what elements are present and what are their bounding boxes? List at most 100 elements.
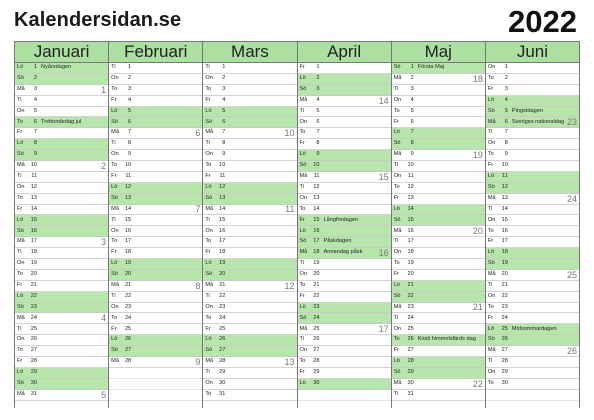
day-row[interactable]: Ti 3 [391, 85, 485, 96]
day-row[interactable]: On 12 [15, 183, 109, 194]
day-row[interactable]: Ti 8 [109, 139, 203, 151]
day-row[interactable]: On 13 [297, 194, 391, 205]
day-row[interactable]: Må 25 17 [297, 324, 391, 336]
day-row[interactable]: On 11 [391, 172, 485, 183]
day-row[interactable]: On 16 [203, 226, 297, 238]
day-row[interactable]: Fr 20 [391, 270, 485, 281]
day-row[interactable]: Sö 27 [203, 346, 297, 358]
day-row[interactable]: Sö 13 [109, 193, 203, 205]
day-row[interactable]: Sö 22 [391, 291, 485, 303]
day-row[interactable]: To 3 [109, 85, 203, 96]
day-row[interactable]: Må 6 Sveriges nationaldag 23 [485, 117, 580, 129]
day-row[interactable]: Sö 1 Första Maj [391, 63, 485, 74]
day-row[interactable]: Ti 31 [391, 390, 485, 401]
day-row[interactable]: On 30 [203, 379, 297, 390]
day-row[interactable]: On 22 [485, 292, 580, 303]
day-row[interactable]: On 23 [109, 303, 203, 314]
day-row[interactable]: To 2 [485, 74, 580, 85]
day-row[interactable]: Må 7 10 [203, 128, 297, 140]
day-row[interactable]: To 3 [203, 85, 297, 96]
day-row[interactable]: Lö 16 [297, 226, 391, 238]
day-row[interactable]: On 27 [297, 346, 391, 358]
day-row[interactable]: Lö 9 [297, 150, 391, 162]
day-row[interactable]: Ti 18 [15, 248, 109, 260]
day-row[interactable]: Fr 1 [297, 63, 391, 74]
day-row[interactable]: Fr 11 [203, 172, 297, 183]
day-row[interactable]: Lö 4 [485, 95, 580, 107]
day-row[interactable]: Lö 19 [109, 259, 203, 270]
day-row[interactable]: On 8 [485, 139, 580, 151]
day-row[interactable]: On 23 [203, 303, 297, 314]
day-row[interactable]: Må 27 26 [485, 346, 580, 358]
day-row[interactable]: Må 23 21 [391, 303, 485, 314]
day-row[interactable]: Lö 21 [391, 280, 485, 292]
day-row[interactable]: Lö 2 [297, 73, 391, 85]
day-row[interactable]: Sö 30 [15, 378, 109, 390]
day-row[interactable]: Lö 26 [109, 335, 203, 347]
day-row[interactable]: Ti 1 [203, 63, 297, 74]
day-row[interactable]: Lö 18 [485, 248, 580, 260]
day-row[interactable]: Ti 11 [15, 172, 109, 183]
day-row[interactable]: Må 3 1 [15, 85, 109, 96]
day-row[interactable]: Fr 6 [391, 117, 485, 129]
day-row[interactable]: Fr 4 [109, 96, 203, 107]
day-row[interactable]: Fr 15 Långfredagen [297, 215, 391, 227]
day-row[interactable]: Ti 14 [485, 205, 580, 216]
day-row[interactable]: Fr 18 [203, 248, 297, 260]
day-row[interactable]: Lö 25 Midsommardagen [485, 324, 580, 336]
day-row[interactable]: Må 31 5 [15, 390, 109, 401]
day-row[interactable]: Fr 11 [109, 172, 203, 183]
day-row[interactable]: Ti 15 [203, 215, 297, 227]
day-row[interactable]: To 24 [203, 313, 297, 325]
day-row[interactable]: Fr 4 [203, 96, 297, 107]
day-row[interactable]: Fr 10 [485, 161, 580, 172]
day-row[interactable]: Må 20 25 [485, 270, 580, 281]
day-row[interactable]: To 12 [391, 183, 485, 194]
day-row[interactable]: Lö 8 [15, 139, 109, 151]
day-row[interactable]: Fr 24 [485, 313, 580, 325]
day-row[interactable]: On 26 [15, 335, 109, 347]
day-row[interactable]: On 15 [485, 215, 580, 227]
day-row[interactable]: Lö 23 [297, 302, 391, 314]
day-row[interactable]: To 28 [297, 357, 391, 368]
day-row[interactable]: On 9 [203, 150, 297, 162]
day-row[interactable]: Sö 23 [15, 302, 109, 314]
day-row[interactable]: Lö 15 [15, 215, 109, 227]
day-row[interactable]: Må 11 15 [297, 172, 391, 183]
day-row[interactable]: Ti 28 [485, 357, 580, 368]
day-row[interactable]: On 5 [15, 107, 109, 118]
day-row[interactable]: Må 14 11 [203, 205, 297, 216]
day-row[interactable]: Fr 18 [109, 248, 203, 260]
day-row[interactable]: Ti 1 [109, 63, 203, 74]
day-row[interactable]: Sö 29 [391, 367, 485, 379]
day-row[interactable]: Ti 4 [15, 96, 109, 107]
day-row[interactable]: Sö 6 [203, 117, 297, 129]
day-row[interactable]: Fr 29 [297, 368, 391, 379]
day-row[interactable]: Fr 13 [391, 194, 485, 205]
day-row[interactable]: Sö 3 [297, 84, 391, 96]
day-row[interactable]: Ti 5 [297, 107, 391, 118]
day-row[interactable]: To 10 [203, 161, 297, 172]
day-row[interactable]: On 29 [485, 368, 580, 379]
day-row[interactable]: Ti 21 [485, 281, 580, 292]
day-row[interactable]: Må 9 19 [391, 150, 485, 162]
day-row[interactable]: To 19 [391, 259, 485, 270]
day-row[interactable]: On 16 [109, 226, 203, 238]
day-row[interactable]: Må 28 9 [109, 357, 203, 368]
day-row[interactable]: On 6 [297, 117, 391, 129]
day-row[interactable]: To 17 [109, 237, 203, 249]
day-row[interactable]: Sö 8 [391, 139, 485, 151]
day-row[interactable]: Sö 20 [203, 269, 297, 281]
day-row[interactable]: Ti 17 [391, 237, 485, 249]
day-row[interactable]: To 23 [485, 303, 580, 314]
day-row[interactable]: Fr 22 [297, 292, 391, 303]
day-row[interactable]: On 2 [203, 74, 297, 85]
day-row[interactable]: Sö 9 [15, 150, 109, 162]
day-row[interactable]: Ti 24 [391, 313, 485, 325]
day-row[interactable]: On 1 [485, 63, 580, 74]
day-row[interactable]: On 9 [109, 150, 203, 162]
day-row[interactable]: Sö 15 [391, 215, 485, 227]
day-row[interactable]: To 17 [203, 237, 297, 249]
day-row[interactable]: Lö 5 [109, 106, 203, 118]
day-row[interactable]: Må 28 13 [203, 357, 297, 368]
